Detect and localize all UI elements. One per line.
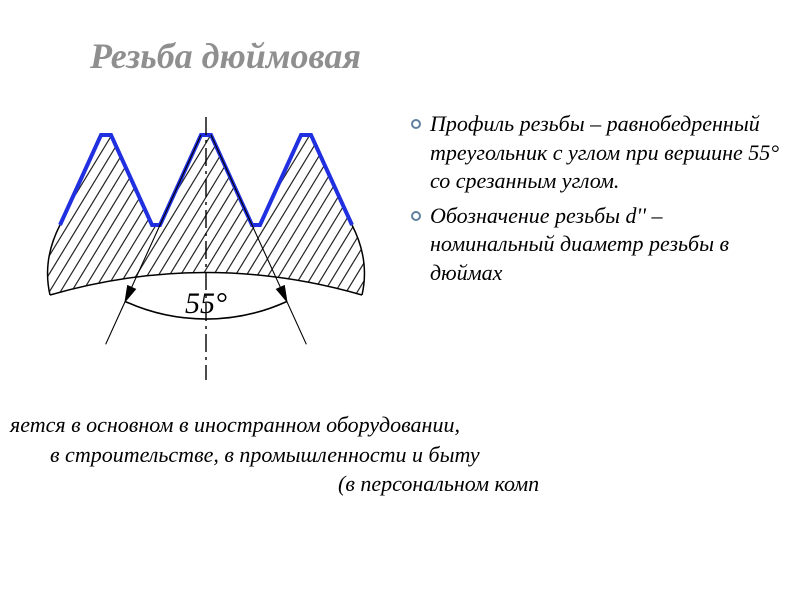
diagram-svg: 55° [35,110,385,390]
bullet-list: Профиль резьбы – равнобедренный треуголь… [410,110,780,294]
bullet-text: Обозначение резьбы d'' – номинальный диа… [430,202,780,288]
svg-text:55°: 55° [185,287,227,320]
bottom-line: в строительстве, в промышленности и быту [8,440,792,470]
bullet-item: Профиль резьбы – равнобедренный треуголь… [410,110,780,196]
bottom-line: (в персональном комп [8,469,792,499]
page-title: Резьба дюймовая [90,35,361,77]
bottom-line: яется в основном в иностранном оборудова… [8,410,792,440]
bottom-text: яется в основном в иностранном оборудова… [0,410,800,499]
bullet-marker-icon [410,118,422,130]
bullet-text: Профиль резьбы – равнобедренный треуголь… [430,110,780,196]
bullet-item: Обозначение резьбы d'' – номинальный диа… [410,202,780,288]
bullet-marker-icon [410,210,422,222]
thread-profile-diagram: 55° [35,110,385,395]
